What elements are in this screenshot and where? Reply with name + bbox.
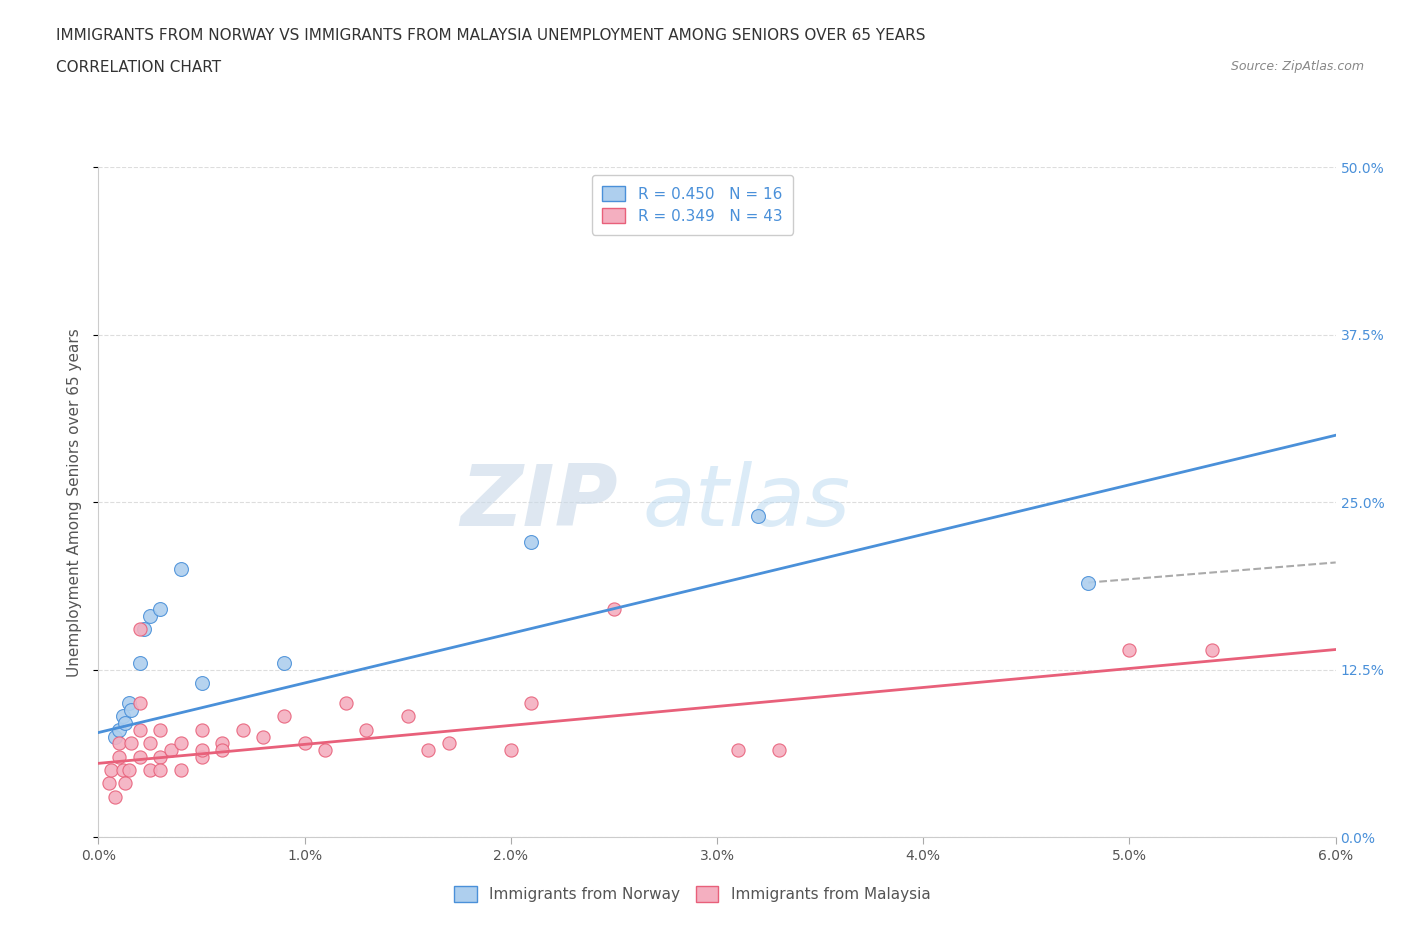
Point [149, 750, 172, 764]
Point [356, 723, 378, 737]
Text: CORRELATION CHART: CORRELATION CHART [56, 60, 221, 75]
Point [252, 729, 274, 744]
Point [139, 608, 162, 623]
Point [294, 736, 316, 751]
Point [112, 763, 135, 777]
Point [170, 763, 193, 777]
Point [118, 763, 141, 777]
Point [190, 742, 212, 757]
Point [314, 742, 336, 757]
Point [139, 736, 162, 751]
Point [232, 723, 254, 737]
Point [520, 696, 543, 711]
Point [273, 656, 295, 671]
Point [100, 763, 122, 777]
Point [335, 696, 357, 711]
Point [118, 696, 141, 711]
Point [603, 602, 626, 617]
Point [120, 702, 142, 717]
Point [128, 622, 150, 637]
Point [170, 562, 193, 577]
Point [128, 696, 150, 711]
Point [149, 602, 172, 617]
Point [437, 736, 460, 751]
Point [120, 736, 142, 751]
Point [190, 723, 212, 737]
Point [1118, 642, 1140, 657]
Point [128, 656, 150, 671]
Point [190, 675, 212, 690]
Point [499, 742, 522, 757]
Point [114, 776, 136, 790]
Point [1077, 575, 1099, 590]
Point [108, 750, 131, 764]
Point [520, 535, 543, 550]
Point [273, 709, 295, 724]
Point [104, 729, 127, 744]
Point [112, 709, 135, 724]
Point [97, 776, 120, 790]
Point [128, 750, 150, 764]
Point [747, 508, 769, 523]
Point [396, 709, 419, 724]
Point [132, 622, 155, 637]
Text: Source: ZipAtlas.com: Source: ZipAtlas.com [1230, 60, 1364, 73]
Point [128, 723, 150, 737]
Point [211, 736, 233, 751]
Point [108, 736, 131, 751]
Point [149, 763, 172, 777]
Point [104, 790, 127, 804]
Point [727, 742, 749, 757]
Point [108, 723, 131, 737]
Legend: Immigrants from Norway, Immigrants from Malaysia: Immigrants from Norway, Immigrants from … [447, 879, 938, 910]
Point [418, 742, 440, 757]
Point [170, 736, 193, 751]
Point [768, 742, 790, 757]
Point [1201, 642, 1223, 657]
Text: IMMIGRANTS FROM NORWAY VS IMMIGRANTS FROM MALAYSIA UNEMPLOYMENT AMONG SENIORS OV: IMMIGRANTS FROM NORWAY VS IMMIGRANTS FRO… [56, 28, 925, 43]
Point [149, 723, 172, 737]
Y-axis label: Unemployment Among Seniors over 65 years: Unemployment Among Seniors over 65 years [67, 328, 83, 677]
Point [114, 716, 136, 731]
Point [211, 742, 233, 757]
Point [139, 763, 162, 777]
Point [159, 742, 181, 757]
Text: ZIP: ZIP [460, 460, 619, 544]
Text: atlas: atlas [643, 460, 851, 544]
Point [190, 750, 212, 764]
